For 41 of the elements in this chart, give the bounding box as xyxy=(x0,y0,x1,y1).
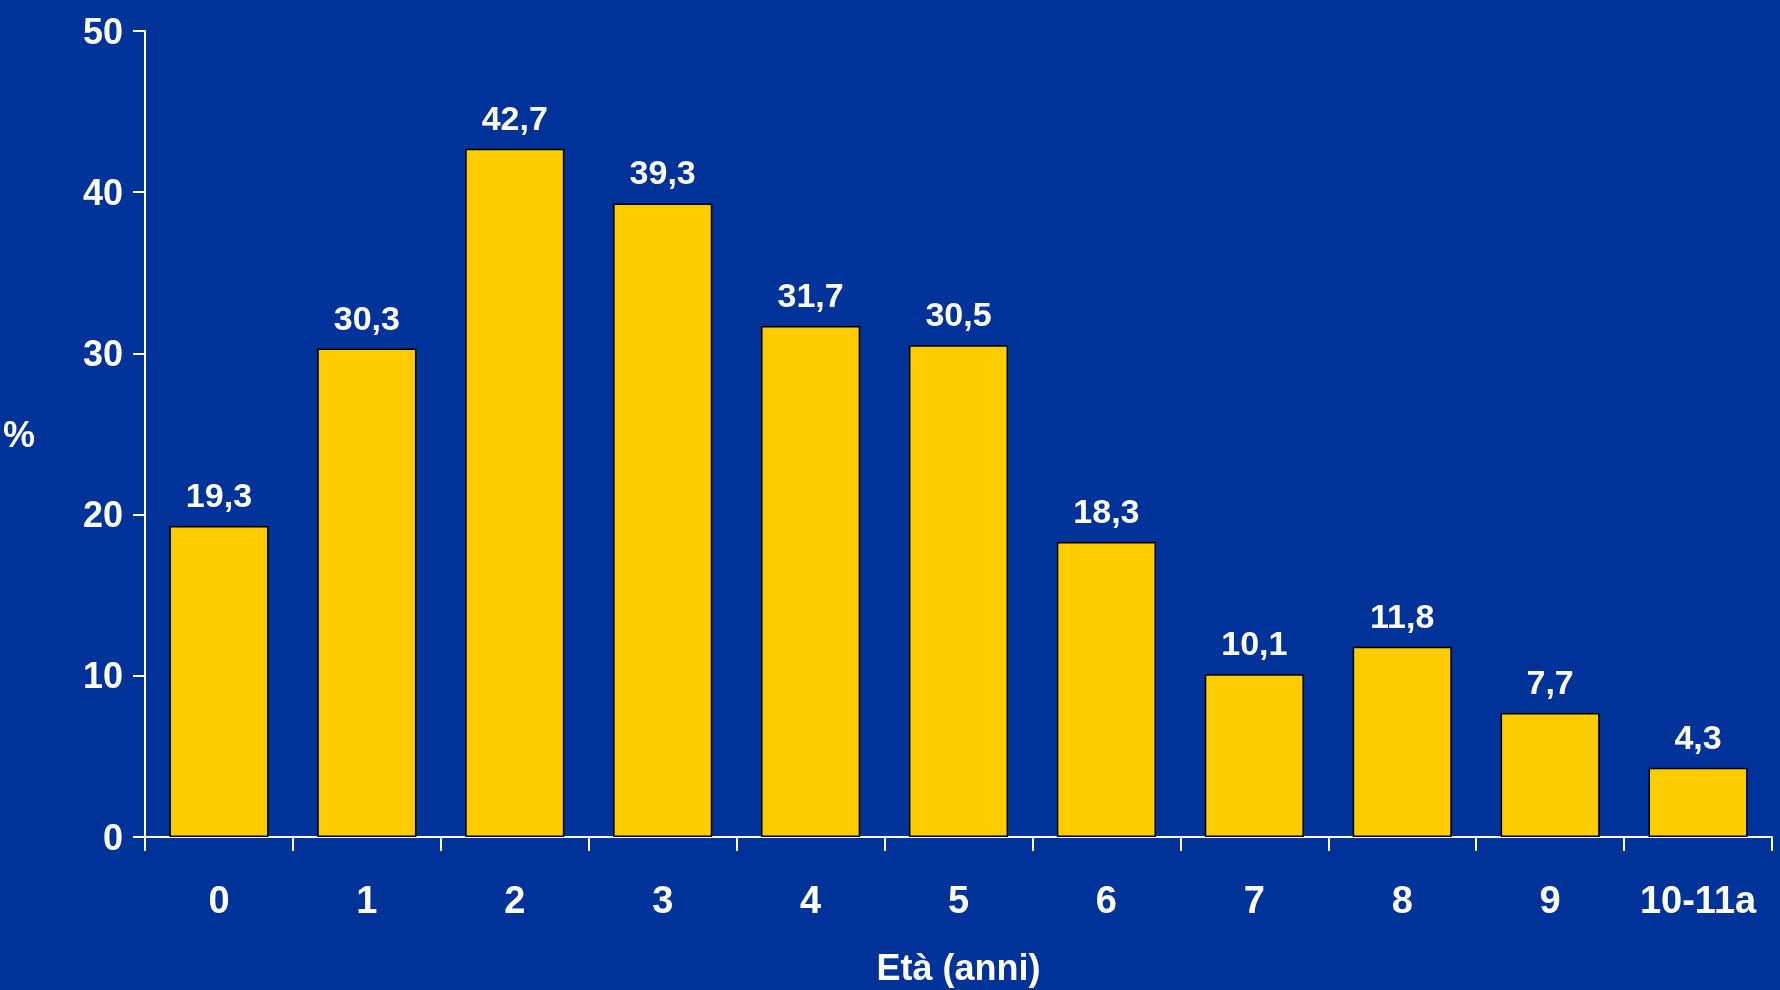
bar xyxy=(1352,646,1452,837)
x-tick-label: 10-11a xyxy=(1639,879,1758,921)
x-tick-label: 7 xyxy=(1243,879,1265,921)
bar xyxy=(1500,712,1600,837)
bar xyxy=(465,148,565,837)
x-tick-label: 2 xyxy=(504,879,526,921)
data-label: 31,7 xyxy=(777,276,844,314)
bar xyxy=(908,345,1009,837)
bar xyxy=(317,348,417,837)
y-tick-label: 40 xyxy=(82,171,124,213)
bar xyxy=(169,525,269,837)
bar xyxy=(613,203,713,837)
y-axis-title: % xyxy=(2,413,36,455)
data-label: 30,5 xyxy=(925,295,992,334)
data-label: 30,3 xyxy=(333,298,400,337)
x-tick-label: 5 xyxy=(947,879,970,921)
bar xyxy=(1204,674,1304,837)
x-axis-title: Età (anni) xyxy=(876,946,1041,988)
x-tick-label: 1 xyxy=(356,879,378,921)
x-tick-label: 6 xyxy=(1095,879,1117,921)
x-tick-label: 9 xyxy=(1539,879,1561,921)
data-label: 42,7 xyxy=(481,98,548,137)
data-label: 7,7 xyxy=(1526,662,1574,701)
bar xyxy=(1056,542,1156,837)
y-tick-label: 50 xyxy=(82,10,124,52)
y-tick-label: 20 xyxy=(82,494,124,536)
y-tick-label: 10 xyxy=(82,655,124,697)
y-tick-label: 0 xyxy=(102,816,124,858)
bar xyxy=(1648,767,1748,837)
data-label: 18,3 xyxy=(1073,492,1140,530)
data-label: 11,8 xyxy=(1370,596,1435,635)
data-label: 39,3 xyxy=(629,153,696,192)
x-tick-label: 8 xyxy=(1391,879,1413,921)
y-tick-label: 30 xyxy=(82,332,124,374)
bar xyxy=(761,326,861,837)
x-tick-label: 3 xyxy=(652,879,674,921)
data-label: 10,1 xyxy=(1221,624,1288,663)
data-label: 19,3 xyxy=(185,475,253,514)
x-tick-label: 4 xyxy=(800,879,822,921)
x-tick-label: 0 xyxy=(208,879,230,921)
data-label: 4,3 xyxy=(1674,717,1722,756)
